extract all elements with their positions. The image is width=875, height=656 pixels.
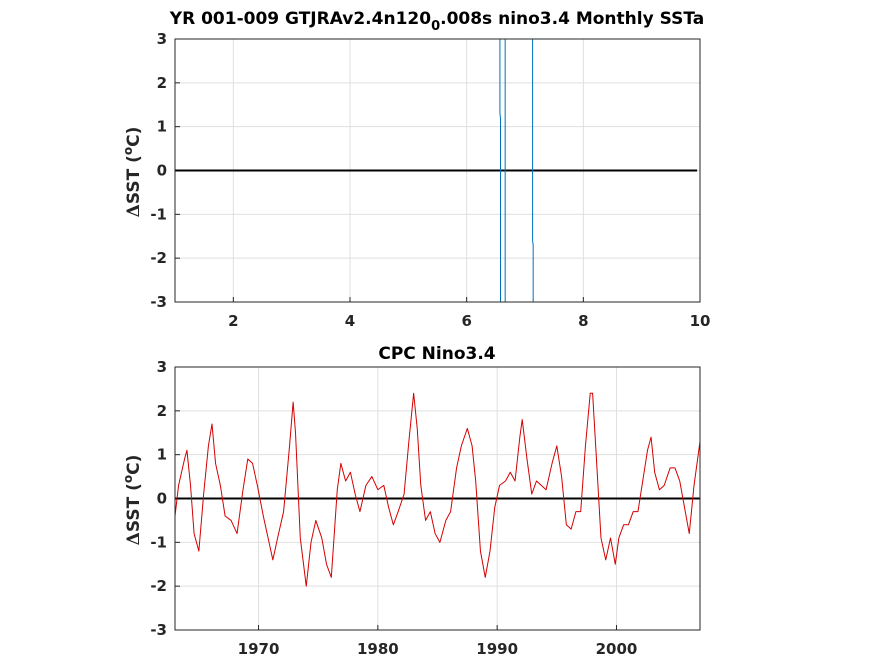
bottom-y-axis-label: ΔSST (oC) <box>121 455 144 546</box>
top-series-line-1 <box>499 39 501 302</box>
top-x-tick-label: 4 <box>345 312 355 330</box>
top-title-subscript: 0 <box>431 19 440 34</box>
bottom-y-tick-label: -1 <box>150 533 167 551</box>
bottom-ylabel-text: SST ( <box>124 483 144 532</box>
bottom-x-tick-label: 1980 <box>357 640 399 656</box>
bottom-ylabel-end: C) <box>124 455 144 475</box>
top-ylabel-end: C) <box>124 127 144 147</box>
top-y-tick-label: 0 <box>157 162 167 180</box>
bottom-y-tick-label: -3 <box>150 621 167 639</box>
bottom-ylabel-sup: o <box>121 475 135 483</box>
top-chart-title: YR 001-009 GTJRAv2.4n1200.008s nino3.4 M… <box>169 9 704 34</box>
top-y-tick-label: -1 <box>150 205 167 223</box>
top-y-tick-labels: 3 2 1 0 -1 -2 -3 <box>150 30 167 311</box>
top-ylabel-delta: Δ <box>124 204 144 217</box>
bottom-y-tick-label: -2 <box>150 577 167 595</box>
top-ylabel-sup: o <box>121 147 135 155</box>
bottom-x-tick-label: 2000 <box>596 640 638 656</box>
bottom-y-tick-labels: 3 2 1 0 -1 -2 -3 <box>150 358 167 639</box>
bottom-x-tick-label: 1990 <box>476 640 518 656</box>
top-y-tick-label: 2 <box>157 74 167 92</box>
top-title-rest: .008s nino3.4 Monthly SSTa <box>440 9 704 29</box>
top-ylabel-text: SST ( <box>124 155 144 204</box>
bottom-y-tick-label: 3 <box>157 358 167 376</box>
bottom-y-tick-label: 1 <box>157 446 167 464</box>
bottom-chart-title: CPC Nino3.4 <box>378 344 495 364</box>
top-axes-box <box>174 38 701 303</box>
top-y-tick-label: -2 <box>150 249 167 267</box>
bottom-x-tick-label: 1970 <box>238 640 280 656</box>
bottom-series-line-1 <box>175 392 700 587</box>
top-x-tick-labels: 2 4 6 8 10 <box>228 312 710 330</box>
top-x-tick-label: 8 <box>578 312 588 330</box>
bottom-axes-box <box>174 366 701 631</box>
bottom-panel: CPC Nino3.4 1970 1980 1990 2000 3210-1-2-3 … <box>121 344 701 656</box>
bottom-y-tick-label: 0 <box>157 490 167 508</box>
top-title-main: YR 001-009 GTJRAv2.4n120 <box>169 9 431 29</box>
bottom-x-tick-labels: 1970 1980 1990 2000 <box>238 640 638 656</box>
top-y-tick-label: -3 <box>150 293 167 311</box>
bottom-ylabel-delta: Δ <box>124 532 144 545</box>
top-x-tick-label: 6 <box>461 312 471 330</box>
top-x-tick-label: 10 <box>690 312 711 330</box>
top-panel: YR 001-009 GTJRAv2.4n1200.008s nino3.4 M… <box>121 9 710 330</box>
top-y-tick-label: 1 <box>157 118 167 136</box>
top-y-tick-label: 3 <box>157 30 167 48</box>
top-y-axis-label: ΔSST (oC) <box>121 127 144 218</box>
top-x-tick-label: 2 <box>228 312 238 330</box>
bottom-y-tick-label: 2 <box>157 402 167 420</box>
top-series-line-3 <box>532 39 534 302</box>
